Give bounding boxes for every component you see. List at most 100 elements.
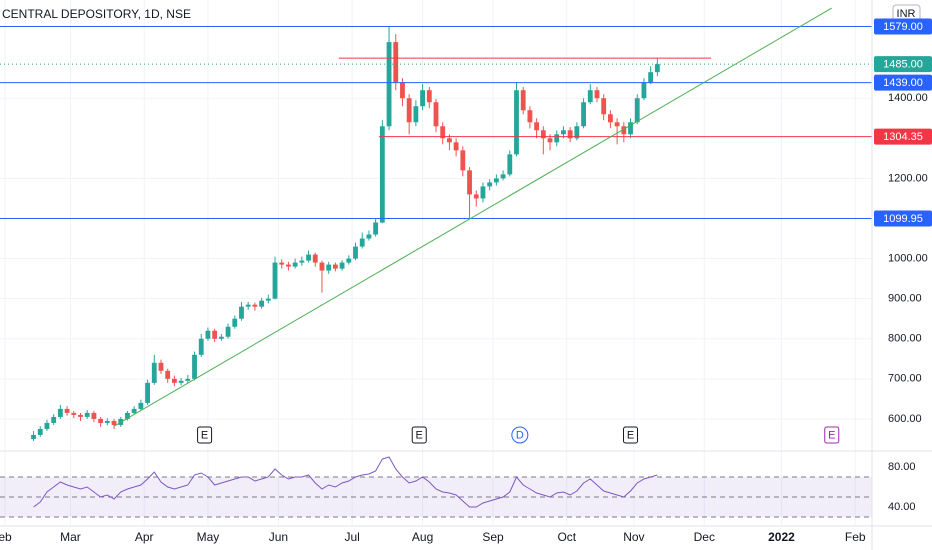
event-marker — [511, 426, 529, 444]
candle-body — [359, 238, 365, 247]
candle-body — [57, 408, 63, 417]
candle-body — [44, 422, 50, 429]
x-tick-label: Oct — [557, 530, 576, 544]
candle-body — [185, 378, 191, 381]
candle-body — [218, 336, 224, 339]
event-label: E — [627, 429, 634, 441]
candle-body — [567, 130, 573, 139]
event-label: E — [201, 429, 208, 441]
price-label-box — [874, 18, 932, 35]
y-tick-label: 1200.00 — [888, 172, 928, 184]
candle-body — [151, 362, 157, 383]
candle-body — [426, 90, 432, 103]
candle-body — [561, 130, 566, 135]
candle-body — [520, 90, 526, 111]
price-label: 1099.95 — [883, 213, 923, 225]
candle-body — [453, 142, 459, 151]
event-label: D — [516, 429, 524, 441]
candle-body — [265, 298, 271, 301]
x-tick-label: Apr — [135, 530, 154, 544]
candle-body — [312, 254, 318, 263]
candle-body — [353, 246, 358, 259]
x-tick-label: Feb — [845, 530, 866, 544]
candle-body — [440, 126, 446, 139]
candle-body — [400, 82, 405, 99]
y-tick-label: 1000.00 — [888, 252, 928, 264]
event-marker — [623, 426, 639, 444]
event-marker — [411, 426, 427, 444]
candle-body — [64, 408, 70, 413]
candle-body — [487, 182, 493, 187]
candle-body — [534, 122, 540, 131]
candle-body — [500, 174, 506, 179]
candle-body — [433, 102, 439, 127]
candle-body — [346, 258, 352, 263]
candle-body — [332, 264, 338, 269]
candle-body — [245, 304, 251, 307]
candle-body — [473, 194, 479, 199]
candle-body — [621, 126, 627, 135]
y-tick-label: 1400.00 — [888, 92, 928, 104]
candle-body — [145, 382, 150, 403]
price-label: 1579.00 — [883, 21, 923, 33]
candle-body — [654, 64, 660, 73]
candle-body — [493, 178, 499, 183]
candle-body — [158, 362, 164, 371]
candle-body — [393, 42, 399, 83]
chart-title: CENTRAL DEPOSITORY, 1D, NSE — [2, 7, 191, 21]
candle-body — [178, 380, 184, 383]
candle-body — [286, 264, 291, 267]
y-tick-label: 700.00 — [888, 373, 922, 385]
candle-body — [628, 122, 633, 135]
candle-body — [507, 154, 513, 175]
candle-body — [272, 262, 278, 299]
rsi-tick-label: 80.00 — [888, 461, 916, 473]
candle-body — [111, 420, 117, 425]
candle-body — [84, 412, 90, 417]
candle-body — [279, 262, 285, 265]
x-tick-label: eb — [0, 530, 12, 544]
candle-body — [641, 82, 647, 99]
x-tick-label: Dec — [694, 530, 715, 544]
price-label: 1439.00 — [883, 77, 923, 89]
candle-body — [379, 126, 385, 223]
candle-body — [292, 262, 298, 267]
candle-body — [460, 150, 466, 171]
price-label-box — [874, 74, 932, 91]
x-tick-label: Jun — [269, 530, 288, 544]
candle-body — [198, 338, 204, 355]
candle-body — [165, 370, 171, 379]
candle-body — [634, 98, 640, 123]
y-tick-label: 800.00 — [888, 333, 922, 345]
candle-body — [31, 434, 36, 439]
candle-body — [306, 254, 311, 261]
x-tick-label: Sep — [482, 530, 504, 544]
candle-body — [614, 122, 620, 127]
candle-body — [252, 304, 258, 307]
candle-body — [547, 138, 553, 143]
candle-body — [37, 428, 43, 435]
y-tick-label: 600.00 — [888, 413, 922, 425]
currency[interactable]: INR — [897, 8, 916, 20]
candle-body — [467, 170, 472, 195]
candle-body — [239, 306, 244, 319]
candle-body — [447, 138, 452, 143]
price-label-box — [874, 56, 932, 73]
x-tick-label: Jul — [344, 530, 359, 544]
candle-body — [125, 412, 130, 419]
candle-body — [480, 186, 486, 199]
candle-body — [527, 110, 533, 123]
rsi-tick-label: 40.00 — [888, 501, 916, 513]
candle-body — [104, 420, 110, 423]
event-marker — [197, 426, 213, 444]
candle-body — [131, 408, 137, 413]
candle-body — [171, 378, 177, 383]
candle-body — [319, 262, 325, 271]
candle-body — [212, 330, 218, 339]
candle-body — [540, 130, 546, 139]
x-tick-label: Mar — [60, 530, 81, 544]
price-label: 1485.00 — [883, 59, 923, 71]
candle-body — [648, 72, 654, 83]
